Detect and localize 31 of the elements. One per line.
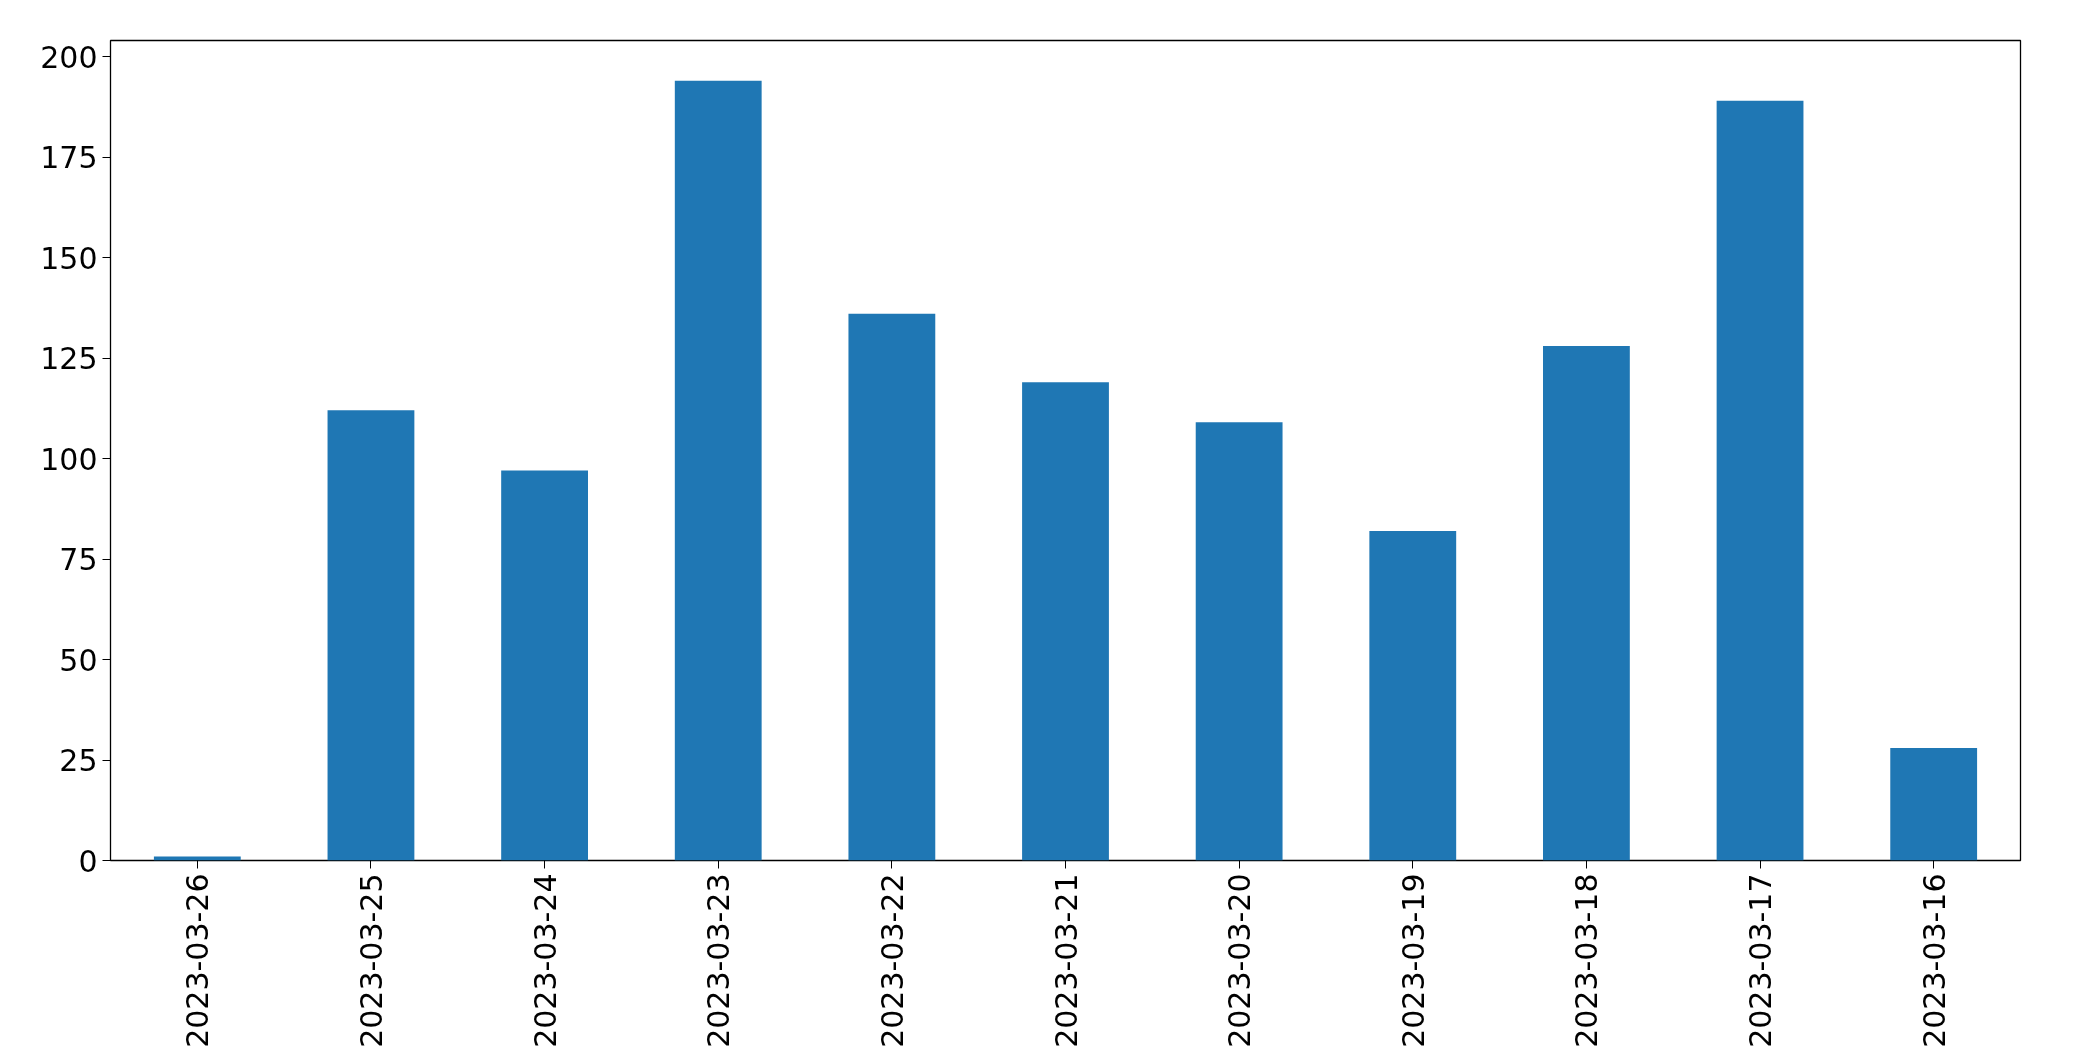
bar <box>848 313 936 861</box>
bar <box>1716 100 1804 861</box>
y-tick-label: 200 <box>40 39 98 75</box>
x-tick-label: 2023-03-24 <box>527 873 563 1048</box>
bar <box>327 410 415 861</box>
x-tick-label: 2023-03-21 <box>1048 873 1084 1048</box>
x-tick-label: 2023-03-20 <box>1222 873 1258 1048</box>
y-tick-label: 175 <box>40 140 98 176</box>
bar <box>1890 747 1978 861</box>
y-tick-label: 0 <box>78 843 98 879</box>
bar <box>674 80 762 861</box>
x-tick-label: 2023-03-16 <box>1916 873 1952 1048</box>
x-tick-label: 2023-03-23 <box>701 873 737 1048</box>
y-tick-label: 25 <box>59 743 98 779</box>
x-tick-label: 2023-03-17 <box>1743 873 1779 1048</box>
x-tick-label: 2023-03-18 <box>1569 873 1605 1048</box>
bar <box>1543 345 1630 861</box>
y-tick-label: 75 <box>59 542 98 578</box>
bar <box>153 856 241 861</box>
x-tick-label: 2023-03-25 <box>353 873 389 1048</box>
y-tick-label: 125 <box>40 341 98 377</box>
bar <box>501 470 588 861</box>
x-tick-label: 2023-03-19 <box>1395 873 1431 1048</box>
bar <box>1195 422 1283 861</box>
x-tick-label: 2023-03-22 <box>874 873 910 1048</box>
bar <box>1022 382 1109 861</box>
x-tick-label: 2023-03-26 <box>180 873 216 1048</box>
bar <box>1369 530 1457 861</box>
y-tick-label: 50 <box>59 642 98 678</box>
y-tick-label: 150 <box>40 240 98 276</box>
y-tick-label: 100 <box>40 441 98 477</box>
